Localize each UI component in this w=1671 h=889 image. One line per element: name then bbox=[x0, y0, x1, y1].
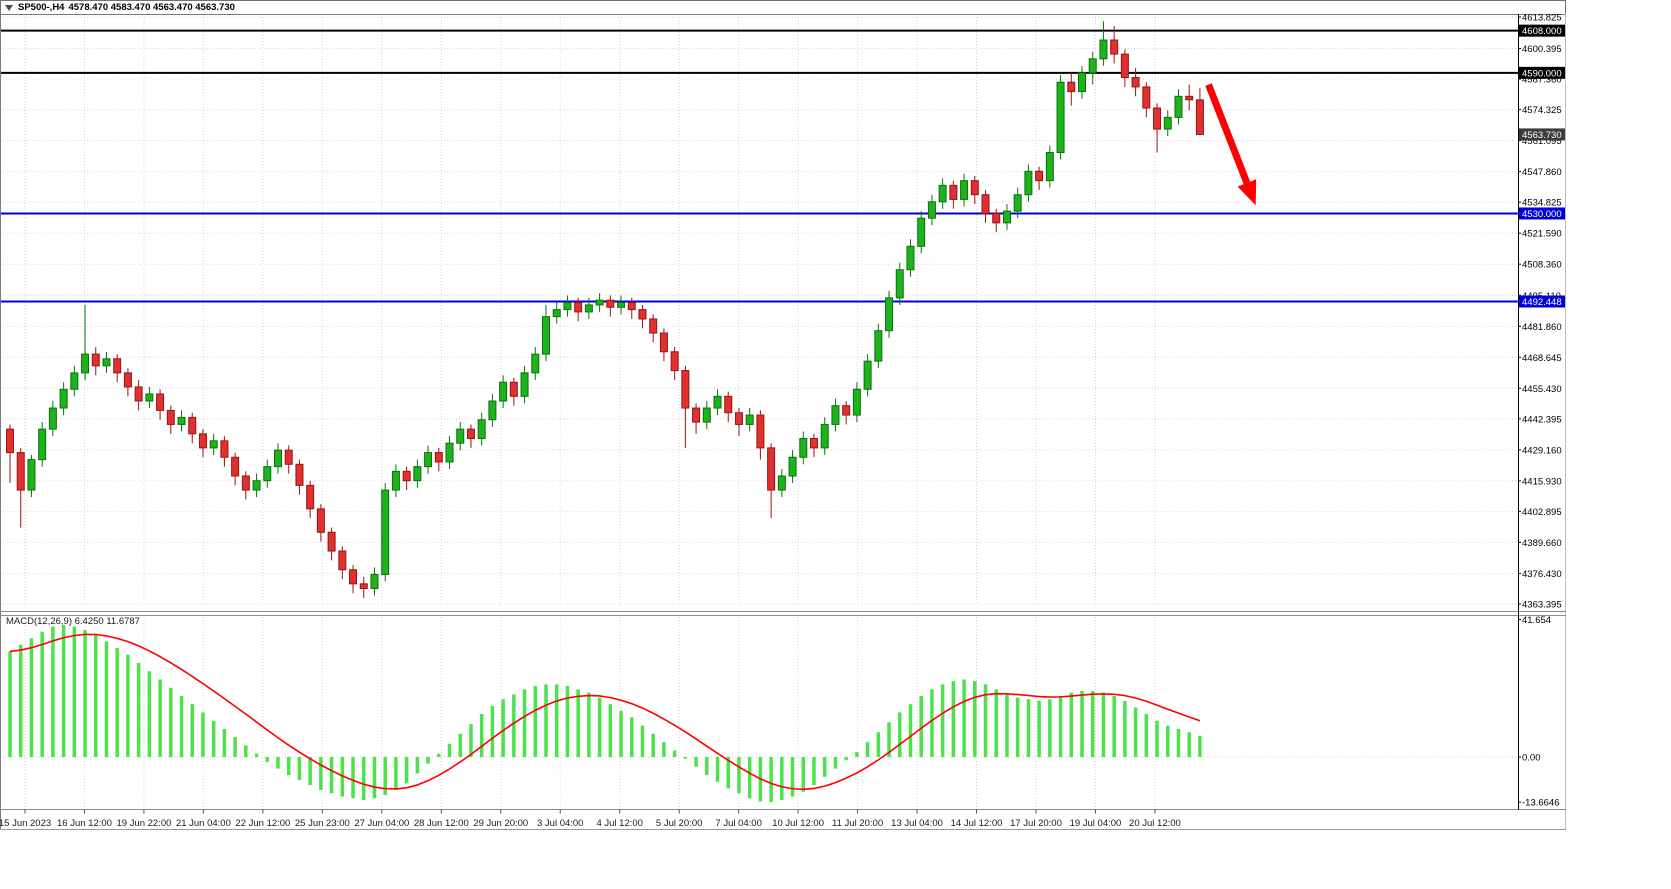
svg-text:4376.430: 4376.430 bbox=[1522, 569, 1562, 580]
svg-text:13 Jul 04:00: 13 Jul 04:00 bbox=[891, 818, 943, 829]
svg-text:-13.6646: -13.6646 bbox=[1522, 798, 1560, 809]
svg-text:4521.590: 4521.590 bbox=[1522, 229, 1562, 240]
candlestick-series bbox=[6, 21, 1204, 598]
svg-text:22 Jun 12:00: 22 Jun 12:00 bbox=[235, 818, 290, 829]
svg-text:4613.825: 4613.825 bbox=[1522, 14, 1562, 24]
svg-text:4590.000: 4590.000 bbox=[1522, 68, 1562, 79]
horizontal-level-lines[interactable] bbox=[0, 29, 1518, 303]
svg-text:5 Jul 20:00: 5 Jul 20:00 bbox=[656, 818, 702, 829]
svg-text:4455.430: 4455.430 bbox=[1522, 384, 1562, 395]
svg-text:0.00: 0.00 bbox=[1522, 753, 1541, 764]
macd-signal-line bbox=[9, 633, 1201, 791]
svg-text:15 Jun 2023: 15 Jun 2023 bbox=[0, 818, 51, 829]
symbol-timeframe-label: SP500-,H4 bbox=[18, 2, 65, 13]
svg-text:4 Jul 12:00: 4 Jul 12:00 bbox=[596, 818, 642, 829]
svg-text:19 Jun 22:00: 19 Jun 22:00 bbox=[116, 818, 171, 829]
grid bbox=[0, 16, 1518, 810]
svg-text:41.654: 41.654 bbox=[1522, 615, 1551, 626]
svg-text:4481.860: 4481.860 bbox=[1522, 322, 1562, 333]
panel-borders bbox=[0, 14, 1566, 830]
svg-text:4442.395: 4442.395 bbox=[1522, 414, 1562, 425]
svg-text:11 Jul 20:00: 11 Jul 20:00 bbox=[832, 818, 883, 829]
svg-text:4508.360: 4508.360 bbox=[1522, 260, 1562, 271]
symbol-marker-icon bbox=[5, 4, 13, 11]
svg-text:28 Jun 12:00: 28 Jun 12:00 bbox=[414, 818, 469, 829]
svg-text:4563.730: 4563.730 bbox=[1522, 130, 1562, 141]
svg-text:4587.360: 4587.360 bbox=[1522, 75, 1562, 86]
svg-text:10 Jul 12:00: 10 Jul 12:00 bbox=[772, 818, 824, 829]
svg-text:4534.825: 4534.825 bbox=[1522, 198, 1562, 209]
macd-axis-labels[interactable]: 41.654 0.00 -13.6646 bbox=[1518, 615, 1560, 809]
svg-text:4530.000: 4530.000 bbox=[1522, 209, 1562, 220]
macd-histogram bbox=[8, 625, 1202, 803]
svg-text:4492.448: 4492.448 bbox=[1522, 297, 1562, 308]
svg-text:14 Jul 12:00: 14 Jul 12:00 bbox=[951, 818, 1003, 829]
svg-text:4402.895: 4402.895 bbox=[1522, 507, 1562, 518]
svg-text:7 Jul 04:00: 7 Jul 04:00 bbox=[715, 818, 761, 829]
svg-text:4600.395: 4600.395 bbox=[1522, 44, 1562, 55]
svg-text:4468.645: 4468.645 bbox=[1522, 353, 1562, 364]
svg-text:29 Jun 20:00: 29 Jun 20:00 bbox=[473, 818, 528, 829]
svg-text:4429.160: 4429.160 bbox=[1522, 445, 1562, 456]
ohlc-readout: 4578.470 4583.470 4563.470 4563.730 bbox=[68, 2, 235, 13]
chart-canvas[interactable]: 4613.825 4600.395 4587.360 4574.325 4561.095… bbox=[0, 14, 1671, 889]
price-axis-labels[interactable]: 4613.825 4600.395 4587.360 4574.325 4561.095… bbox=[1518, 14, 1565, 611]
svg-text:4561.095: 4561.095 bbox=[1522, 136, 1562, 147]
svg-text:4608.000: 4608.000 bbox=[1522, 26, 1562, 37]
svg-text:4574.325: 4574.325 bbox=[1522, 105, 1562, 116]
svg-text:4547.860: 4547.860 bbox=[1522, 167, 1562, 178]
svg-text:17 Jul 20:00: 17 Jul 20:00 bbox=[1010, 818, 1062, 829]
svg-text:4389.660: 4389.660 bbox=[1522, 538, 1562, 549]
time-axis-labels[interactable]: 15 Jun 2023 16 Jun 12:00 19 Jun 22:00 21 Ju… bbox=[0, 809, 1181, 830]
svg-text:3 Jul 04:00: 3 Jul 04:00 bbox=[537, 818, 583, 829]
svg-text:16 Jun 12:00: 16 Jun 12:00 bbox=[57, 818, 112, 829]
svg-text:4363.395: 4363.395 bbox=[1522, 600, 1562, 611]
trend-arrow-annotation[interactable] bbox=[1205, 83, 1257, 206]
svg-text:21 Jun 04:00: 21 Jun 04:00 bbox=[176, 818, 231, 829]
svg-text:25 Jun 23:00: 25 Jun 23:00 bbox=[295, 818, 350, 829]
svg-text:27 Jun 04:00: 27 Jun 04:00 bbox=[354, 818, 409, 829]
svg-text:4415.930: 4415.930 bbox=[1522, 476, 1562, 487]
svg-text:19 Jul 04:00: 19 Jul 04:00 bbox=[1070, 818, 1122, 829]
svg-text:20 Jul 12:00: 20 Jul 12:00 bbox=[1129, 818, 1181, 829]
chart-titlebar: SP500-,H4 4578.470 4583.470 4563.470 4563… bbox=[0, 0, 1566, 14]
